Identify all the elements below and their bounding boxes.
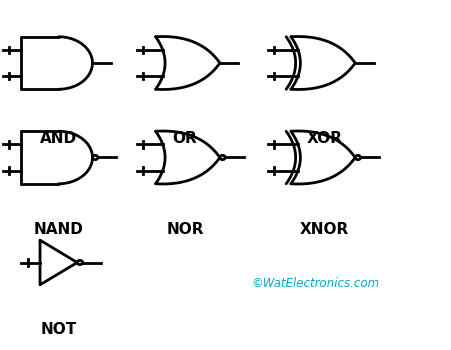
Text: NOR: NOR xyxy=(166,222,204,237)
Text: XOR: XOR xyxy=(307,131,343,146)
Text: NOT: NOT xyxy=(41,322,77,337)
Text: NAND: NAND xyxy=(34,222,83,237)
Text: OR: OR xyxy=(173,131,197,146)
Text: ©WatElectronics.com: ©WatElectronics.com xyxy=(252,277,380,290)
Text: AND: AND xyxy=(40,131,77,146)
Text: XNOR: XNOR xyxy=(300,222,350,237)
